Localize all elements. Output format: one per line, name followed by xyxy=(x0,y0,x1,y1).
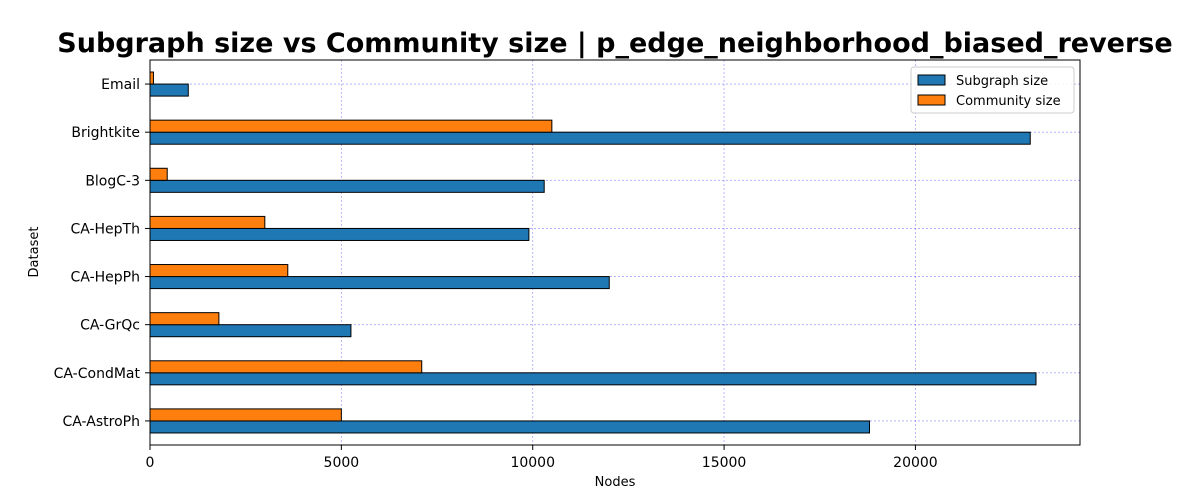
x-axis-label: Nodes xyxy=(595,475,636,490)
y-tick-label: CA-GrQc xyxy=(80,318,140,334)
bars xyxy=(149,71,1037,434)
x-tick-label: 10000 xyxy=(510,455,555,471)
y-tick-label: BlogC-3 xyxy=(85,173,140,189)
bar-community-size xyxy=(149,119,553,133)
bar-subgraph-size xyxy=(149,324,352,338)
bar-community-size xyxy=(149,71,154,85)
bar-community-size xyxy=(149,167,168,181)
y-tick-label: CA-HepTh xyxy=(70,221,140,237)
bar-community-size xyxy=(149,360,423,374)
legend-swatch xyxy=(917,74,946,86)
bar-subgraph-size xyxy=(149,420,871,434)
plot-frame xyxy=(149,59,1081,446)
ticks: 0 5000 10000 15000 20000 Email Brightkite BlogC… xyxy=(54,77,938,471)
chart-title: Subgraph size vs Community size | p_edge… xyxy=(57,28,1172,59)
y-axis-label: Dataset xyxy=(27,227,42,278)
legend-label: Subgraph size xyxy=(956,74,1048,89)
x-tick-label: 15000 xyxy=(702,455,747,471)
y-tick-label: Email xyxy=(101,77,140,93)
y-tick-label: CA-AstroPh xyxy=(63,414,140,430)
bar-community-size xyxy=(149,264,289,278)
x-tick-label: 0 xyxy=(146,455,155,471)
bar-subgraph-size xyxy=(149,276,610,290)
grid xyxy=(149,60,1080,445)
bar-community-size xyxy=(149,408,342,422)
bar-subgraph-size xyxy=(149,131,1031,145)
x-tick-label: 5000 xyxy=(324,455,360,471)
y-tick-label: CA-CondMat xyxy=(54,366,141,382)
bar-community-size xyxy=(149,312,220,326)
bar-subgraph-size xyxy=(149,227,530,241)
legend-label: Community size xyxy=(956,94,1061,109)
y-tick-label: Brightkite xyxy=(71,125,140,141)
bar-subgraph-size xyxy=(149,83,189,97)
y-tick-label: CA-HepPh xyxy=(71,270,140,286)
legend-box xyxy=(910,66,1075,114)
bar-subgraph-size xyxy=(149,372,1037,386)
bar-community-size xyxy=(149,215,266,229)
legend: Subgraph size Community size xyxy=(910,66,1075,114)
bar-subgraph-size xyxy=(149,179,545,193)
x-tick-label: 20000 xyxy=(893,455,938,471)
legend-swatch xyxy=(917,94,946,106)
